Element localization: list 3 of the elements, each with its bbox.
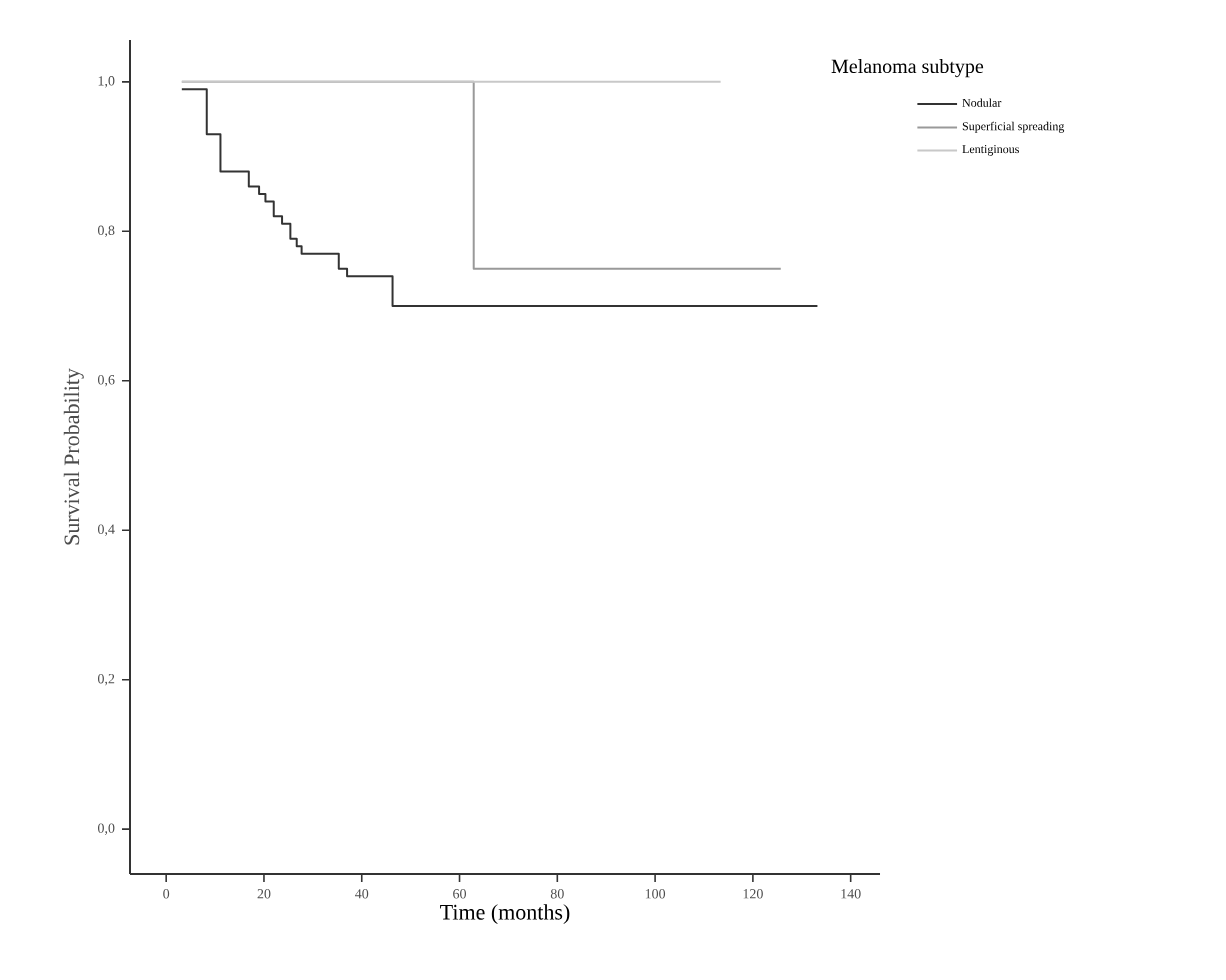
x-axis-title: Time (months) bbox=[440, 904, 570, 925]
legend-title: Melanoma subtype bbox=[831, 59, 984, 78]
y-axis-title: Survival Probability bbox=[63, 368, 84, 545]
